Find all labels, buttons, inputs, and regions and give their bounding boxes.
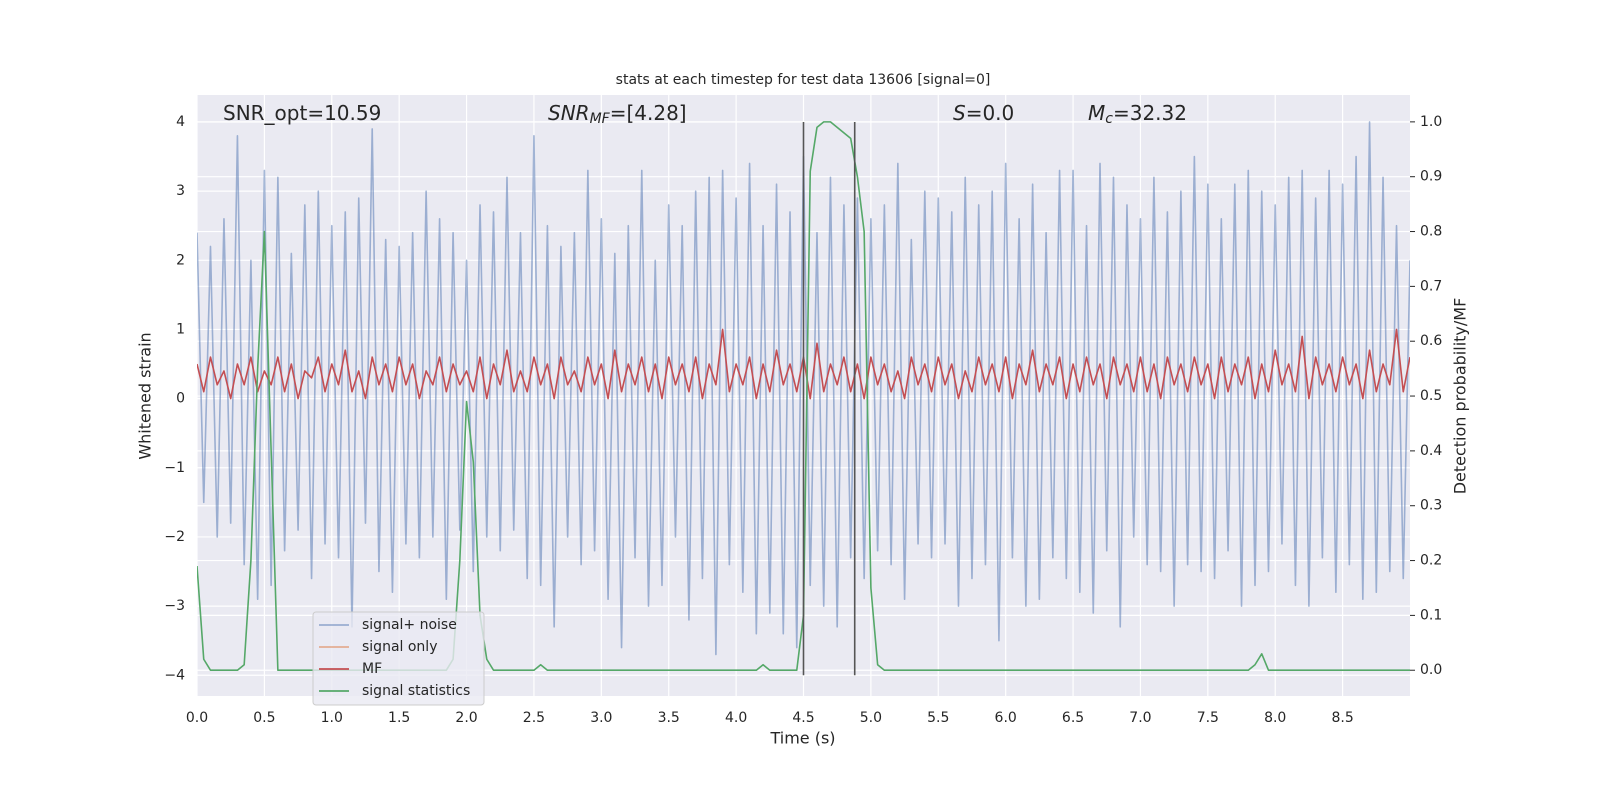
annotation: S=0.0 <box>953 101 1014 125</box>
y-tick-label: −4 <box>164 667 185 683</box>
legend-label: signal+ noise <box>362 617 457 633</box>
annotation: SNRMF=[4.28] <box>548 101 687 128</box>
y2-tick-label: 0.1 <box>1420 607 1442 623</box>
y2-tick-label: 0.2 <box>1420 553 1442 569</box>
annotation-sub: c <box>1105 111 1113 127</box>
x-tick-label: 0.0 <box>186 710 208 726</box>
x-axis-label: Time (s) <box>769 729 835 748</box>
y2-tick-label: 0.0 <box>1420 662 1442 678</box>
y2-tick-label: 0.8 <box>1420 224 1442 240</box>
x-tick-label: 2.0 <box>455 710 477 726</box>
legend: signal+ noise signal only MF signal statist… <box>312 611 485 706</box>
y-tick-label: 1 <box>176 321 185 337</box>
annotation: SNR_opt=10.59 <box>223 101 381 125</box>
chart-title: stats at each timestep for test data 136… <box>616 72 991 88</box>
y2-tick-label: 0.5 <box>1420 388 1442 404</box>
y-tick-label: −1 <box>164 460 185 476</box>
x-tick-label: 6.5 <box>1062 710 1084 726</box>
labels: 0.0 0.5 1.0 1.5 2.0 2.5 3.0 3.5 4.0 4.5 5.0 5.5 6.0 6… <box>164 101 1442 727</box>
y2-tick-label: 0.4 <box>1420 443 1442 459</box>
x-tick-label: 2.5 <box>523 710 545 726</box>
x-tick-label: 0.5 <box>253 710 275 726</box>
x-tick-label: 8.0 <box>1264 710 1286 726</box>
x-tick-label: 4.5 <box>792 710 814 726</box>
x-tick-label: 4.0 <box>725 710 747 726</box>
y-tick-label: −2 <box>164 529 185 545</box>
legend-label: signal statistics <box>362 683 470 699</box>
x-tick-label: 5.0 <box>860 710 882 726</box>
annotation: Mc=32.32 <box>1088 101 1187 128</box>
x-tick-label: 1.0 <box>321 710 343 726</box>
y-tick-label: 0 <box>176 391 185 407</box>
x-tick-label: 7.0 <box>1129 710 1151 726</box>
annotation-main: SNR <box>548 101 590 125</box>
y-tick-label: −3 <box>164 598 185 614</box>
y2-tick-label: 0.6 <box>1420 333 1442 349</box>
y-tick-label: 3 <box>176 183 185 199</box>
y-axis-label: Whitened strain <box>136 332 155 459</box>
y-tick-label: 2 <box>176 252 185 268</box>
y2-tick-label: 0.7 <box>1420 278 1442 294</box>
annotation-rest: =0.0 <box>966 101 1015 125</box>
x-tick-label: 7.5 <box>1197 710 1219 726</box>
y2-tick-label: 0.9 <box>1420 169 1442 185</box>
x-tick-label: 1.5 <box>388 710 410 726</box>
x-tick-label: 3.5 <box>658 710 680 726</box>
x-tick-label: 8.5 <box>1331 710 1353 726</box>
y2-axis-label: Detection probability/MF <box>1451 298 1470 495</box>
annotation-main: S <box>953 101 966 125</box>
legend-label: signal only <box>362 639 437 655</box>
x-tick-label: 5.5 <box>927 710 949 726</box>
legend-box <box>312 611 485 706</box>
y-tick-label: 4 <box>176 114 185 130</box>
annotation-rest: =32.32 <box>1113 101 1187 125</box>
annotation-rest: =[4.28] <box>610 101 687 125</box>
x-tick-label: 6.0 <box>995 710 1017 726</box>
annotation-main: SNR_opt=10.59 <box>223 101 381 125</box>
y2-tick-label: 1.0 <box>1420 114 1442 130</box>
annotation-sub: MF <box>590 111 611 127</box>
annotation-main: M <box>1088 101 1105 125</box>
legend-label: MF <box>362 661 382 677</box>
y2-tick-label: 0.3 <box>1420 498 1442 514</box>
x-tick-label: 3.0 <box>590 710 612 726</box>
